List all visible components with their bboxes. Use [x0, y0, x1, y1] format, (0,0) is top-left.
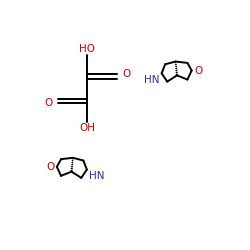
Text: HN: HN	[89, 172, 104, 181]
Text: O: O	[194, 66, 202, 76]
Text: HO: HO	[80, 44, 96, 54]
Text: HN: HN	[144, 75, 160, 85]
Text: O: O	[45, 98, 53, 108]
Text: O: O	[46, 162, 54, 172]
Text: O: O	[122, 69, 130, 79]
Text: OH: OH	[80, 123, 96, 133]
